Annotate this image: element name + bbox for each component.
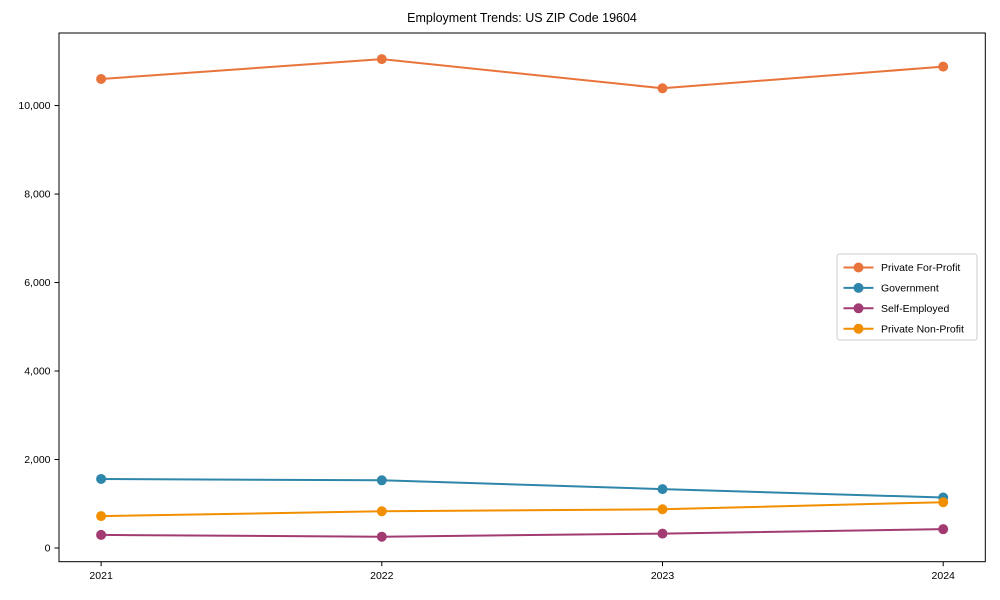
y-tick-label: 6,000 xyxy=(24,277,50,289)
data-point-private-non-profit xyxy=(938,497,949,508)
data-point-private-non-profit xyxy=(96,511,107,522)
legend-marker-self-employed xyxy=(853,303,864,314)
legend-label-government: Government xyxy=(881,282,939,294)
data-point-government xyxy=(96,473,107,484)
legend: Private For-Profit Government Self-Employe… xyxy=(836,253,978,341)
chart-title: Employment Trends: US ZIP Code 19604 xyxy=(407,11,637,25)
data-point-private-non-profit xyxy=(376,506,387,517)
series-line-self-employed xyxy=(100,528,945,538)
legend-label-private-for-profit: Private For-Profit xyxy=(881,262,960,274)
data-point-government xyxy=(376,475,387,486)
data-point-private-for-profit xyxy=(376,54,387,65)
data-point-self-employed xyxy=(96,529,107,540)
legend-label-private-non-profit: Private Non-Profit xyxy=(881,323,964,335)
y-tick-label: 8,000 xyxy=(24,189,50,201)
legend-label-self-employed: Self-Employed xyxy=(881,303,949,315)
y-tick-label: 4,000 xyxy=(24,365,50,377)
data-point-self-employed xyxy=(938,524,949,535)
data-point-self-employed xyxy=(376,531,387,542)
x-tick-label: 2022 xyxy=(370,570,394,582)
legend-marker-private-for-profit xyxy=(853,262,864,273)
legend-box xyxy=(836,253,978,341)
legend-marker-private-non-profit xyxy=(853,323,864,334)
y-tick-label: 2,000 xyxy=(24,454,50,466)
series-line-government xyxy=(100,477,945,499)
axes-spines xyxy=(58,32,986,563)
series-line-private-non-profit xyxy=(100,501,945,518)
data-point-private-for-profit xyxy=(657,83,668,94)
data-point-private-non-profit xyxy=(657,504,668,515)
data-point-self-employed xyxy=(657,528,668,539)
data-point-government xyxy=(657,484,668,495)
x-tick-label: 2021 xyxy=(89,570,113,582)
legend-marker-government xyxy=(853,282,864,293)
data-point-private-for-profit xyxy=(938,61,949,72)
y-tick-label: 0 xyxy=(45,542,51,554)
x-tick-label: 2023 xyxy=(651,570,675,582)
x-tick-label: 2024 xyxy=(932,570,956,582)
plot-area: 0 2,000 4,000 6,000 8,000 10,000 2021 2022 2023 2… xyxy=(18,32,986,582)
y-tick-label: 10,000 xyxy=(18,100,50,112)
data-point-private-for-profit xyxy=(96,74,107,85)
series-line-private-for-profit xyxy=(100,58,945,90)
